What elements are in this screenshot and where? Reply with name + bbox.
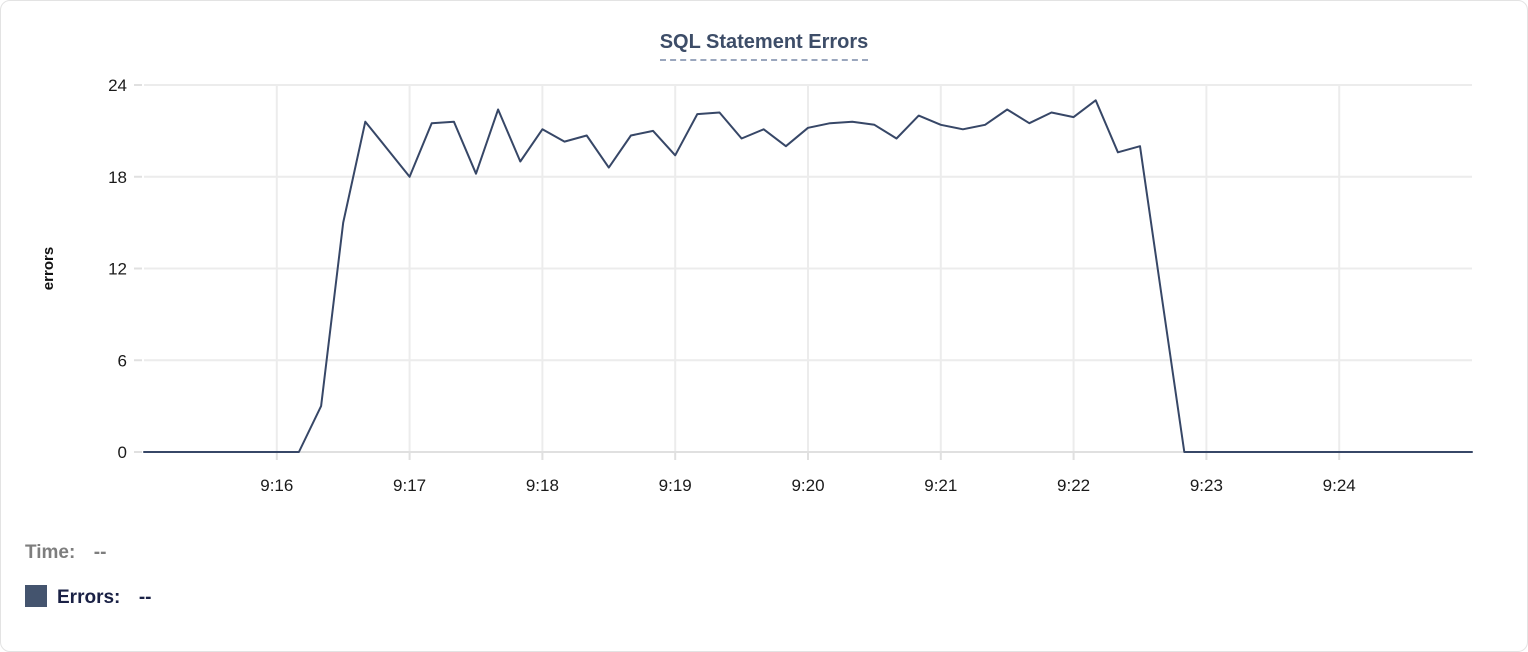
errors-line-chart[interactable]: 0 6 12 18 24 9:16 9:17 9:18 9:19 9:20 9:21 9:22 9:23… (1, 1, 1528, 513)
y-tick-label: 12 (108, 260, 127, 279)
legend-errors-value: -- (138, 587, 152, 608)
x-tick-label: 9:17 (393, 476, 426, 495)
x-tick-label: 9:18 (526, 476, 559, 495)
x-tick-label: 9:19 (659, 476, 692, 495)
y-axis-label: errors (40, 247, 57, 290)
axis-ticks (134, 84, 1341, 460)
axis-tick-labels: 0 6 12 18 24 9:16 9:17 9:18 9:19 9:20 9:21 9:22 9:23… (108, 76, 1356, 495)
y-tick-label: 24 (108, 76, 127, 95)
errors-series-line[interactable] (143, 99, 1473, 453)
x-tick-label: 9:22 (1057, 476, 1090, 495)
chart-title-link[interactable]: SQL Statement Errors (659, 31, 869, 61)
x-tick-label: 9:21 (924, 476, 957, 495)
y-tick-label: 18 (108, 168, 127, 187)
chart-title-wrap: SQL Statement Errors (1, 31, 1527, 61)
errors-series-swatch-icon (25, 585, 47, 607)
x-tick-label: 9:24 (1323, 476, 1356, 495)
legend-errors-row: Errors: -- (25, 585, 151, 609)
y-tick-label: 0 (118, 443, 127, 462)
x-tick-label: 9:23 (1190, 476, 1223, 495)
chart-legend: Time: -- Errors: -- (25, 541, 151, 629)
x-tick-label: 9:16 (260, 476, 293, 495)
y-tick-label: 6 (118, 351, 127, 370)
legend-time-value: -- (93, 542, 107, 563)
x-tick-label: 9:20 (791, 476, 824, 495)
legend-errors-label: Errors: (57, 587, 121, 608)
legend-time-row: Time: -- (25, 541, 151, 565)
gridlines (144, 84, 1472, 453)
legend-time-label: Time: (25, 542, 76, 563)
